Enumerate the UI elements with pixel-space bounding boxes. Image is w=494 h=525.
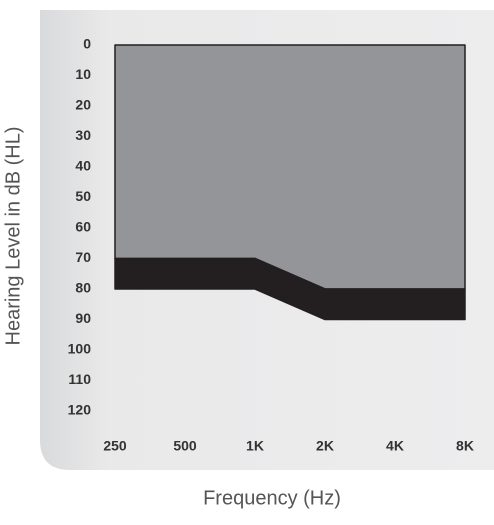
y-tick-label: 30 (75, 127, 91, 143)
area (114, 257, 466, 321)
x-tick-label: 1K (246, 438, 264, 454)
x-tick-label: 8K (456, 438, 474, 454)
y-tick-label: 90 (75, 310, 91, 326)
y-tick-label: 10 (75, 66, 91, 82)
y-tick-label: 50 (75, 188, 91, 204)
y-tick-label: 60 (75, 219, 91, 235)
y-tick-label: 0 (83, 36, 91, 52)
x-tick-label: 2K (316, 438, 334, 454)
y-tick-label: 110 (68, 371, 91, 387)
x-axis-title: Frequency (Hz) (203, 487, 341, 509)
y-tick-label: 70 (75, 249, 91, 265)
x-tick-label: 500 (173, 438, 197, 454)
area (114, 44, 466, 290)
y-tick-label: 100 (68, 341, 92, 357)
x-tick-label: 250 (103, 438, 127, 454)
y-tick-label: 80 (75, 280, 91, 296)
y-tick-label: 120 (68, 402, 92, 418)
y-axis-title: Hearing Level in dB (HL) (2, 127, 24, 346)
x-tick-label: 4K (386, 438, 404, 454)
y-tick-label: 40 (75, 158, 91, 174)
y-tick-label: 20 (75, 97, 91, 113)
